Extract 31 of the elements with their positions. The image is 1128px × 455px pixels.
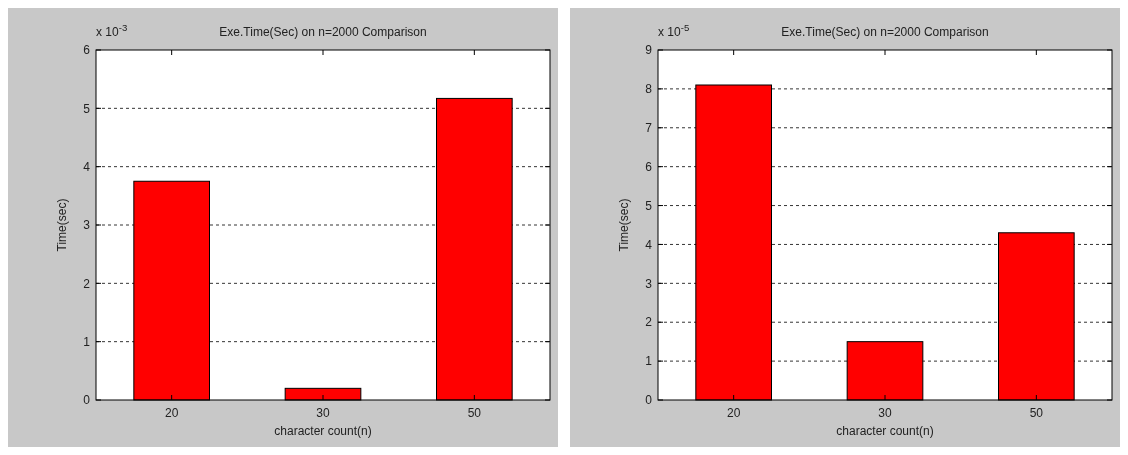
y-tick-label: 2 [645, 315, 653, 330]
y-tick-label: 4 [645, 237, 653, 252]
y-tick-label: 6 [83, 43, 91, 58]
x-tick-label: 30 [316, 406, 330, 420]
y-tick-label: 0 [83, 393, 91, 408]
y-tick-label: 5 [83, 101, 91, 116]
y-tick-label: 2 [83, 276, 91, 291]
y-axis-title: Time(sec) [55, 198, 69, 252]
x-tick-label: 20 [164, 406, 179, 420]
y-tick-label: 8 [645, 82, 653, 97]
x-tick-label: 50 [467, 406, 482, 420]
y-tick-label: 3 [645, 276, 653, 291]
text: x 10$^{-3}$ [96, 21, 128, 39]
y-tick-label: 6 [645, 159, 653, 174]
y-tick-label: 7 [645, 120, 653, 135]
y-tick-label: 1 [645, 354, 653, 369]
y-tick-label: 3 [83, 218, 91, 233]
x-tick-label: 30 [878, 406, 892, 420]
y-tick-label: 4 [83, 159, 91, 174]
y-tick-label: 0 [645, 393, 653, 408]
x-axis-title: character count(n) [836, 424, 934, 438]
chart-title: Exe.Time(Sec) on n=2000 Comparison [219, 25, 427, 39]
y-tick-label: 5 [645, 198, 653, 213]
chart-title: Exe.Time(Sec) on n=2000 Comparison [781, 25, 989, 39]
x-axis-title: character count(n) [274, 424, 372, 438]
y-tick-label: 9 [645, 43, 653, 58]
y-tick-label: 1 [83, 334, 91, 349]
y-axis-title: Time(sec) [617, 198, 631, 252]
text: x 10$^{-5}$ [658, 21, 690, 39]
x-tick-label: 20 [726, 406, 741, 420]
x-tick-label: 50 [1029, 406, 1044, 420]
